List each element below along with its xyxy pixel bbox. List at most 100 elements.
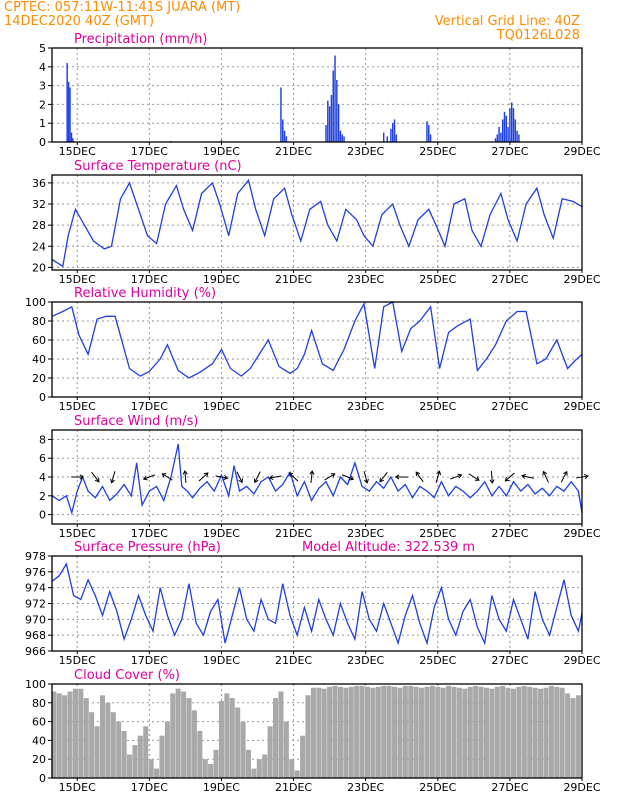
x-tick-label: 15DEC	[59, 145, 96, 158]
cloud-bar	[500, 685, 506, 778]
x-tick-label: 25DEC	[419, 527, 456, 540]
wind-arrow	[341, 474, 355, 481]
wind-arrow-head	[142, 475, 148, 481]
precip-bar	[334, 55, 336, 142]
wind-arrow	[309, 470, 315, 484]
wind-arrow-shaft	[341, 474, 354, 480]
wind-arrow-shaft	[310, 470, 313, 484]
y-tick-label: 0	[39, 391, 46, 404]
x-tick-label: 29DEC	[563, 527, 600, 540]
cloud-bar	[175, 688, 181, 778]
y-tick-label: 80	[32, 697, 46, 710]
cloud-bar	[321, 688, 327, 778]
wind-arrow-head	[394, 474, 400, 480]
precip-bar	[343, 136, 345, 142]
x-tick-label: 25DEC	[419, 654, 456, 667]
x-tick-label: 21DEC	[275, 781, 312, 794]
x-tick-label: 15DEC	[59, 527, 96, 540]
cloud-bar	[208, 763, 214, 778]
x-tick-label: 19DEC	[203, 273, 240, 286]
cloud-bar	[462, 688, 468, 778]
cloud-bar	[229, 698, 235, 778]
cloud-bar	[256, 759, 262, 778]
x-tick-label: 29DEC	[563, 273, 600, 286]
x-tick-label: 17DEC	[131, 145, 168, 158]
y-tick-label: 970	[25, 613, 46, 626]
y-tick-label: 20	[32, 261, 46, 274]
precip-bar	[332, 70, 334, 142]
wind-arrow-head	[349, 475, 355, 481]
cloud-bar	[435, 686, 441, 778]
cloud-bar	[126, 754, 133, 778]
wind-arrow-head	[309, 470, 315, 475]
panel-4: 0 2 4 6 8 15DEC 17DEC 19DEC 21DEC 23DEC 25DEC 27DEC…	[39, 414, 601, 540]
cloud-bar	[446, 685, 452, 778]
precip-bar	[280, 87, 282, 142]
wind-arrow-head	[288, 472, 294, 477]
x-tick-label: 23DEC	[347, 400, 384, 413]
x-tick-label: 21DEC	[275, 527, 312, 540]
cloud-bar	[137, 735, 143, 778]
wind-arrow	[110, 471, 116, 484]
cloud-bar	[548, 685, 554, 778]
x-tick-label: 27DEC	[491, 527, 528, 540]
cloud-bar	[283, 721, 289, 778]
run-date: 14DEC2020 40Z (GMT)	[4, 14, 155, 29]
x-tick-label: 27DEC	[491, 654, 528, 667]
cloud-bar	[327, 686, 333, 778]
wind-arrow-head	[238, 478, 244, 484]
cloud-bar	[456, 687, 462, 778]
panel-3: 0 20 40 60 80 100 15DEC 17DEC 19DEC 21DEC 23DEC 25D…	[25, 286, 601, 413]
panel-1: 0 1 2 3 4 5 15DEC 17DEC 19DEC 21DEC 23DEC 25DEC 27DE…	[39, 32, 601, 158]
x-tick-label: 15DEC	[59, 400, 96, 413]
y-tick-label: 966	[25, 645, 46, 658]
x-tick-label: 19DEC	[203, 145, 240, 158]
precip-bar	[390, 128, 392, 142]
wind-arrow	[415, 471, 424, 483]
y-tick-label: 28	[32, 219, 46, 232]
cloud-bar	[343, 687, 349, 778]
cloud-bar	[370, 687, 376, 778]
y-tick-label: 2	[39, 490, 46, 503]
cloud-bar	[262, 754, 268, 778]
y-tick-label: 4	[39, 61, 46, 74]
cloud-bar	[316, 687, 322, 778]
cloud-bar	[164, 721, 170, 778]
precip-bar	[393, 119, 396, 142]
precip-bar	[220, 140, 223, 142]
y-tick-label: 3	[39, 80, 46, 93]
wind-arrow	[394, 474, 408, 480]
wind-arrow	[435, 470, 442, 483]
y-tick-label: 20	[32, 753, 46, 766]
wind-arrow-head	[457, 473, 463, 479]
cloud-bar	[429, 685, 435, 778]
panel-6: 0 20 40 60 80 100 15DEC 17DEC 19DEC 21DEC 23DEC 25D…	[25, 668, 601, 794]
wind-arrow-head	[584, 474, 589, 480]
precip-bar	[283, 130, 286, 142]
precip-bar	[426, 121, 428, 142]
wind-arrow	[288, 472, 299, 482]
cloud-bar	[154, 768, 160, 778]
cloud-bar	[170, 693, 176, 778]
wind-arrow-head	[474, 476, 480, 481]
wind-arrow-head	[203, 472, 209, 477]
x-tick-label: 29DEC	[563, 654, 600, 667]
precip-bar	[339, 130, 342, 142]
wind-arrow-shaft	[288, 472, 299, 482]
wind-arrow	[542, 470, 549, 483]
cloud-bar	[494, 686, 500, 778]
wind-arrow-shaft	[415, 471, 424, 483]
cloud-bar	[527, 686, 533, 778]
x-tick-label: 21DEC	[275, 145, 312, 158]
wind-arrow-shaft	[435, 471, 441, 483]
cloud-bar	[116, 721, 122, 778]
wind-arrow	[182, 470, 188, 484]
precip-bar	[336, 79, 338, 142]
cloud-bar	[186, 698, 192, 778]
y-tick-label: 0	[39, 136, 46, 149]
x-tick-label: 23DEC	[347, 781, 384, 794]
x-tick-label: 21DEC	[275, 273, 312, 286]
wind-arrow-shaft	[560, 471, 568, 483]
y-tick-label: 8	[39, 433, 46, 446]
